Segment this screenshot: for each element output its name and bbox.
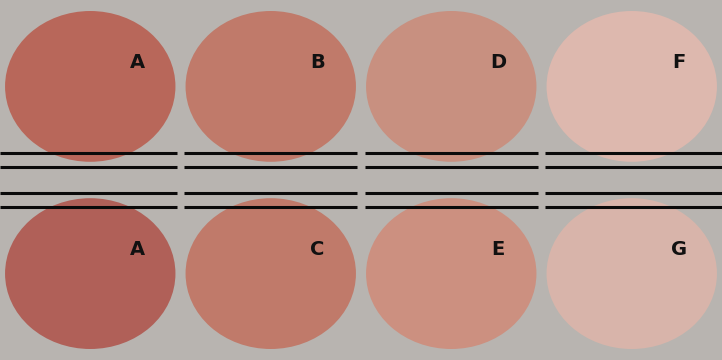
Ellipse shape [547, 198, 717, 349]
Text: D: D [490, 53, 506, 72]
Ellipse shape [366, 198, 536, 349]
Text: E: E [492, 240, 505, 259]
Text: F: F [672, 53, 685, 72]
Ellipse shape [186, 11, 356, 162]
Ellipse shape [5, 198, 175, 349]
Ellipse shape [547, 11, 717, 162]
Ellipse shape [5, 11, 175, 162]
Text: A: A [130, 240, 144, 259]
Ellipse shape [186, 198, 356, 349]
Text: B: B [310, 53, 325, 72]
Ellipse shape [366, 11, 536, 162]
Text: G: G [671, 240, 687, 259]
Text: C: C [310, 240, 325, 259]
Text: A: A [130, 53, 144, 72]
